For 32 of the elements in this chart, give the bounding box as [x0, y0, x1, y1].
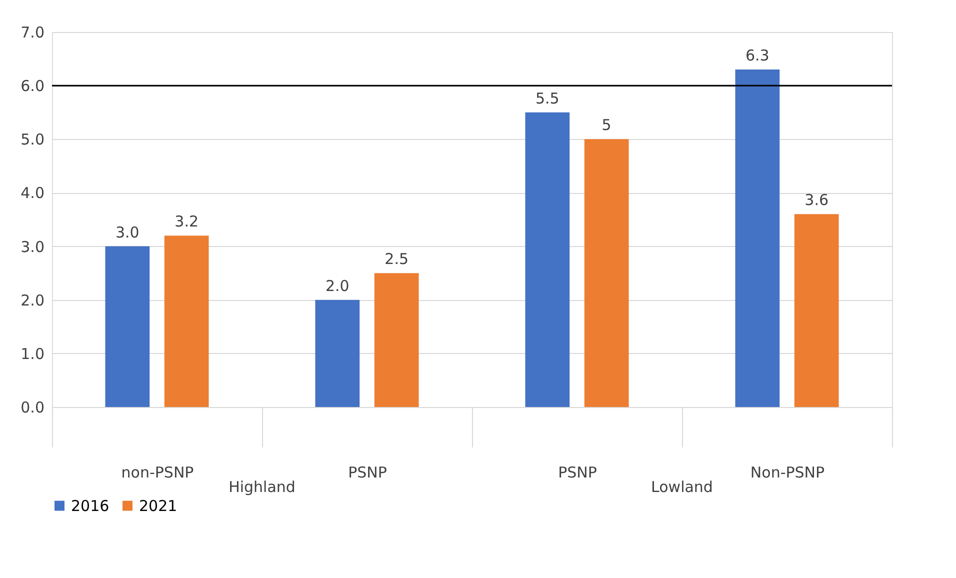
- bar: [525, 112, 570, 407]
- bar: [315, 300, 360, 407]
- y-tick-label: 5.0: [20, 130, 44, 149]
- x-tick-label: PSNP: [348, 464, 387, 482]
- data-label: 3.2: [174, 212, 199, 231]
- bar: [794, 214, 839, 407]
- y-tick-label: 1.0: [20, 344, 44, 363]
- data-label: 2.0: [325, 276, 350, 295]
- data-label: 6.3: [745, 46, 770, 64]
- text: Lowland: [651, 478, 713, 496]
- x-tick-label: PSNP: [558, 464, 597, 482]
- data-label: 3.0: [115, 223, 140, 242]
- data-label: 2.5: [384, 250, 409, 268]
- x-tick-label: non-PSNP: [121, 464, 194, 482]
- x-tick-label: Non-PSNP: [750, 464, 825, 482]
- bar: [164, 236, 209, 407]
- legend-label: 2021: [139, 496, 178, 515]
- y-tick-label: 4.0: [20, 184, 44, 202]
- y-tick-label: 3.0: [20, 238, 44, 256]
- text: Highland: [228, 478, 296, 496]
- bar: [735, 70, 780, 407]
- bar: [105, 246, 150, 407]
- data-label: 5: [602, 116, 612, 134]
- data-label: 5.5: [535, 89, 560, 108]
- bar: [374, 273, 419, 407]
- y-tick-label: 7.0: [20, 24, 44, 42]
- y-tick-label: 0.0: [20, 398, 44, 416]
- bar: [584, 139, 629, 407]
- y-tick-label: 2.0: [20, 291, 44, 310]
- legend-label: 2016: [71, 496, 110, 515]
- y-tick-label: 6.0: [20, 77, 44, 96]
- data-label: 3.6: [804, 191, 829, 210]
